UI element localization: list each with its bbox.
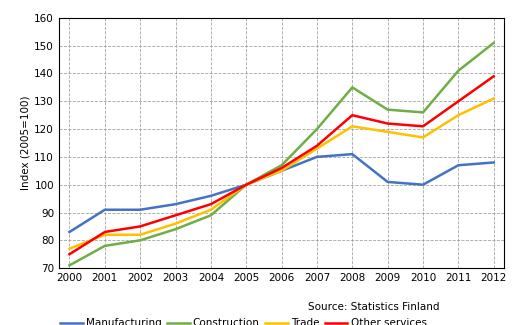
Construction [420, 111, 426, 114]
Other services [385, 122, 391, 125]
Other services [314, 144, 320, 148]
Construction [243, 183, 249, 187]
Other services [349, 113, 355, 117]
Manufacturing [102, 208, 108, 212]
Line: Construction: Construction [70, 43, 494, 265]
Manufacturing [243, 183, 249, 187]
Manufacturing [208, 194, 214, 198]
Trade [455, 113, 461, 117]
Line: Manufacturing: Manufacturing [70, 154, 494, 232]
Other services [208, 202, 214, 206]
Other services [102, 230, 108, 234]
Trade [349, 124, 355, 128]
Construction [67, 263, 73, 267]
Text: Source: Statistics Finland: Source: Statistics Finland [308, 302, 439, 312]
Other services [67, 252, 73, 256]
Trade [314, 147, 320, 150]
Other services [420, 124, 426, 128]
Trade [243, 183, 249, 187]
Trade [137, 233, 143, 237]
Other services [173, 213, 179, 217]
Manufacturing [490, 161, 497, 164]
Manufacturing [67, 230, 73, 234]
Manufacturing [137, 208, 143, 212]
Manufacturing [314, 155, 320, 159]
Manufacturing [173, 202, 179, 206]
Construction [102, 244, 108, 248]
Line: Trade: Trade [70, 98, 494, 249]
Trade [173, 222, 179, 226]
Construction [314, 127, 320, 131]
Manufacturing [455, 163, 461, 167]
Trade [67, 247, 73, 251]
Trade [420, 136, 426, 139]
Construction [349, 85, 355, 89]
Construction [385, 108, 391, 111]
Manufacturing [349, 152, 355, 156]
Construction [279, 163, 285, 167]
Construction [173, 227, 179, 231]
Legend: Manufacturing, Construction, Trade, Other services: Manufacturing, Construction, Trade, Othe… [59, 318, 426, 325]
Manufacturing [385, 180, 391, 184]
Other services [455, 99, 461, 103]
Construction [208, 213, 214, 217]
Trade [385, 130, 391, 134]
Construction [137, 238, 143, 242]
Trade [490, 97, 497, 100]
Line: Other services: Other services [70, 76, 494, 254]
Y-axis label: Index (2005=100): Index (2005=100) [20, 96, 30, 190]
Trade [279, 169, 285, 173]
Other services [243, 183, 249, 187]
Other services [137, 225, 143, 228]
Trade [102, 233, 108, 237]
Other services [490, 74, 497, 78]
Trade [208, 208, 214, 212]
Other services [279, 166, 285, 170]
Construction [455, 69, 461, 73]
Construction [490, 41, 497, 45]
Manufacturing [279, 169, 285, 173]
Manufacturing [420, 183, 426, 187]
